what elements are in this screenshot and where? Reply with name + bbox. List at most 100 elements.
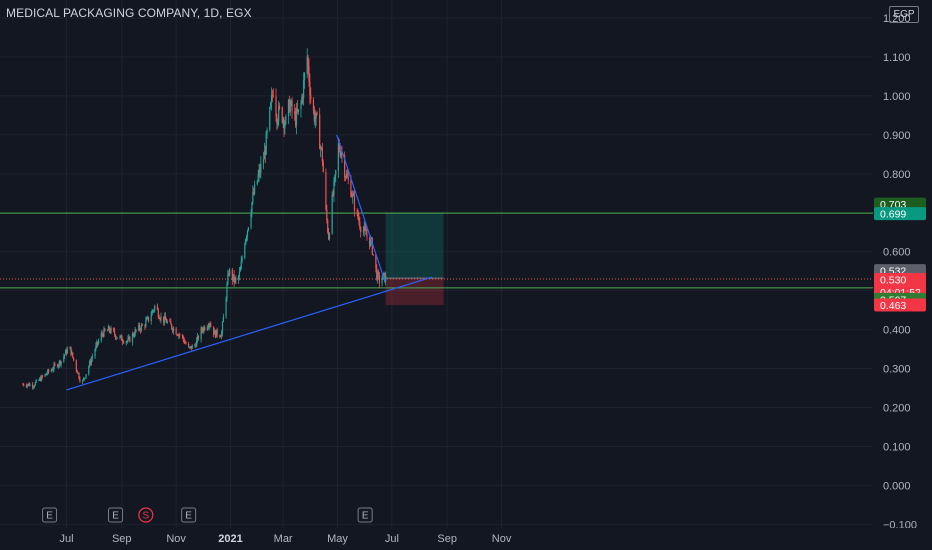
candle-body xyxy=(371,238,373,255)
candle-body xyxy=(144,325,146,327)
candle-body xyxy=(97,341,99,344)
candle-body xyxy=(165,320,167,323)
candle-body xyxy=(108,326,110,331)
candle-body xyxy=(114,330,116,335)
candle-body xyxy=(146,318,148,321)
candle-body xyxy=(264,150,266,155)
candle-body xyxy=(58,360,60,365)
candle-body xyxy=(321,148,323,162)
candle-body xyxy=(27,383,29,385)
candle-body xyxy=(303,73,306,81)
candle-body xyxy=(319,114,321,150)
candle-body xyxy=(96,341,98,346)
candle-body xyxy=(121,335,123,341)
candle-body xyxy=(97,340,100,344)
candle-body xyxy=(171,328,174,332)
candle-body xyxy=(328,233,331,240)
candle-body xyxy=(377,272,380,275)
candle-body xyxy=(150,315,152,322)
candle-body xyxy=(246,230,249,237)
candle-body xyxy=(364,226,366,230)
candle-body xyxy=(53,364,55,370)
candle-body xyxy=(76,370,78,374)
candle-body xyxy=(201,328,203,331)
candle-body xyxy=(288,99,290,112)
candle-body xyxy=(147,316,150,322)
candle-body xyxy=(32,384,34,388)
candle-body xyxy=(33,385,36,387)
candle-body xyxy=(226,284,228,299)
candle-body xyxy=(377,272,379,280)
candle-body xyxy=(125,341,127,343)
candle-body xyxy=(275,96,277,116)
candle-body xyxy=(357,210,359,219)
candle-body xyxy=(344,176,347,178)
candle-body xyxy=(375,254,377,268)
time-tick-label: Jul xyxy=(59,533,73,545)
candle-body xyxy=(216,329,218,336)
candle-body xyxy=(378,274,381,284)
candle-body xyxy=(331,194,333,234)
candle-body xyxy=(350,179,352,197)
candle-body xyxy=(332,194,334,196)
candle-body xyxy=(133,335,135,337)
candle-body xyxy=(283,119,285,129)
price-tick-label: 1.000 xyxy=(883,91,911,103)
currency-badge[interactable]: EGP xyxy=(889,6,919,23)
split-event-label: S xyxy=(143,511,150,522)
candle-body xyxy=(73,357,75,361)
candle-body xyxy=(245,236,248,240)
time-axis-bg xyxy=(0,528,932,550)
candle-body xyxy=(309,81,311,96)
time-tick-label: Sep xyxy=(112,533,132,545)
candle-body xyxy=(219,335,221,337)
earnings-event-label: E xyxy=(112,511,119,522)
candle-body xyxy=(257,175,259,181)
candle-body xyxy=(40,378,42,381)
price-label-value: 0.699 xyxy=(880,209,906,221)
candle-body xyxy=(50,369,52,372)
candle-body xyxy=(314,118,316,122)
candle-body xyxy=(141,324,143,326)
candle-body xyxy=(159,318,161,320)
candle-body xyxy=(172,328,175,332)
earnings-event-marker xyxy=(42,507,58,523)
candle-body xyxy=(285,116,287,124)
candle-body xyxy=(300,103,302,110)
time-tick-label: May xyxy=(327,533,348,545)
candle-body xyxy=(196,335,199,340)
candle-body xyxy=(89,361,91,367)
candle-body xyxy=(258,169,260,176)
candle-body xyxy=(41,375,44,377)
candle-body xyxy=(122,341,125,343)
candle-body xyxy=(381,279,383,284)
candle-body xyxy=(128,336,130,339)
price-tick-label: 0.400 xyxy=(883,325,911,337)
candle-body xyxy=(356,210,358,212)
price-label-badge xyxy=(874,207,926,221)
earnings-event-label: E xyxy=(185,511,192,522)
candle-body xyxy=(271,95,274,97)
candle-body xyxy=(247,227,249,231)
candle-body xyxy=(91,356,93,359)
candle-body xyxy=(270,95,273,103)
candle-body xyxy=(65,350,68,354)
candle-body xyxy=(83,378,85,380)
candle-body xyxy=(366,234,368,237)
candle-body xyxy=(65,350,67,355)
price-tick-label: 0.000 xyxy=(883,480,911,492)
candle-body xyxy=(29,384,31,386)
candle-body xyxy=(185,342,187,345)
candle-body xyxy=(234,278,236,282)
candle-body xyxy=(47,369,49,374)
candle-body xyxy=(228,274,230,276)
price-tick-label: 0.200 xyxy=(883,403,911,415)
candle-body xyxy=(26,384,28,387)
candle-body xyxy=(313,110,315,122)
price-label-badge xyxy=(874,298,926,312)
candle-body xyxy=(175,328,177,335)
candle-body xyxy=(152,310,154,312)
support-trendline xyxy=(66,276,433,391)
candle-body xyxy=(369,239,372,246)
